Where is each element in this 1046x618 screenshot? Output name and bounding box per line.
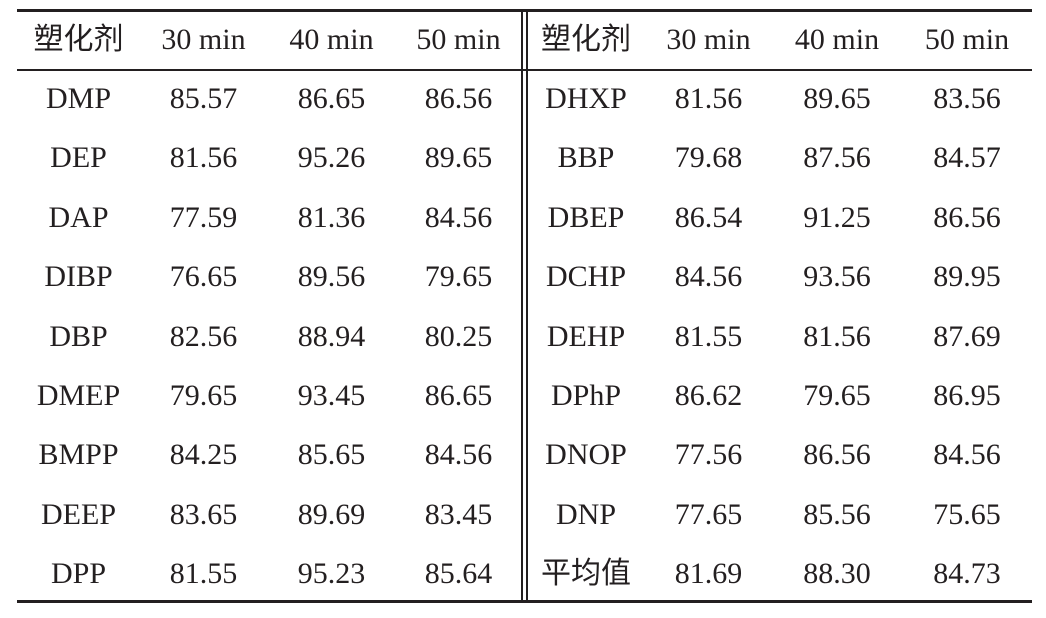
table-cell: 81.36: [297, 200, 366, 234]
divider-line: [521, 11, 523, 601]
table-cell: 83.56: [933, 82, 1001, 115]
table-cell: 83.45: [424, 497, 493, 531]
top-rule: [17, 9, 1032, 12]
row-label: DPP: [50, 557, 107, 591]
table-cell: 84.56: [933, 438, 1001, 472]
table-cell: 89.56: [297, 260, 366, 294]
row-label: BBP: [557, 141, 615, 175]
header-cell: 50 min: [924, 23, 1010, 56]
table-cell: 91.25: [803, 200, 871, 234]
header-cell: 50 min: [416, 23, 501, 56]
header-cell: 塑化剂: [541, 23, 631, 56]
table-cell: 85.64: [424, 557, 493, 591]
table-cell: 95.26: [297, 141, 366, 175]
table-cell: 86.56: [803, 438, 871, 472]
divider-line: [526, 11, 528, 601]
table-cell: 77.59: [169, 200, 238, 234]
row-label: DEEP: [41, 497, 116, 531]
row-label: DNOP: [545, 438, 627, 472]
table-cell: 76.65: [169, 260, 238, 294]
table-cell: 86.56: [933, 200, 1001, 234]
row-label: DIBP: [44, 260, 113, 294]
table-cell: 84.56: [674, 260, 743, 294]
row-label: DPhP: [550, 379, 622, 412]
header-cell: 30 min: [666, 23, 751, 56]
table-cell: 81.69: [674, 557, 743, 591]
table-cell: 89.69: [297, 497, 366, 531]
row-label: DNP: [555, 497, 616, 531]
table-cell: 80.25: [424, 319, 493, 353]
table-cell: 81.56: [803, 319, 871, 353]
table-cell: 84.56: [424, 200, 493, 234]
row-label: BMPP: [38, 438, 119, 472]
table-cell: 87.56: [803, 141, 871, 175]
header-cell: 40 min: [794, 23, 880, 56]
table-cell: 87.69: [933, 319, 1001, 353]
table-cell: 86.62: [674, 379, 743, 412]
table-cell: 86.65: [424, 379, 493, 412]
table-cell: 86.95: [933, 379, 1001, 412]
table-cell: 79.65: [803, 379, 871, 412]
table-cell: 86.56: [424, 82, 493, 115]
header-cell: 30 min: [161, 23, 246, 56]
header-cell: 40 min: [289, 23, 374, 56]
table-cell: 84.25: [169, 438, 238, 472]
table-cell: 88.94: [297, 319, 366, 353]
table-cell: 81.55: [674, 319, 743, 353]
table-cell: 95.23: [297, 557, 366, 591]
table-cell: 75.65: [933, 497, 1001, 531]
row-label: DMEP: [36, 379, 121, 412]
table-cell: 93.45: [297, 379, 366, 412]
table-cell: 84.73: [933, 557, 1001, 591]
table-cell: 77.65: [674, 497, 743, 531]
table-cell: 89.65: [424, 141, 493, 175]
table-cell: 79.65: [169, 379, 238, 412]
table-cell: 77.56: [674, 438, 743, 472]
row-label: DBEP: [547, 200, 625, 234]
table-cell: 84.56: [424, 438, 493, 472]
row-label: DBP: [49, 319, 108, 353]
header-rule: [17, 69, 1032, 71]
table-cell: 85.57: [169, 82, 238, 115]
table-cell: 81.56: [169, 141, 238, 175]
table-cell: 84.57: [933, 141, 1001, 175]
table-cell: 82.56: [169, 319, 238, 353]
row-label: DEP: [50, 141, 107, 175]
table-cell: 83.65: [169, 497, 238, 531]
header-cell: 塑化剂: [33, 23, 124, 56]
row-label: DEHP: [546, 319, 626, 353]
table-cell: 85.65: [297, 438, 366, 472]
row-label: DCHP: [545, 260, 627, 294]
table-cell: 86.54: [674, 200, 743, 234]
table-cell: 86.65: [297, 82, 366, 115]
table-cell: 79.68: [674, 141, 743, 175]
table-cell: 89.65: [803, 82, 871, 115]
table-cell: 85.56: [803, 497, 871, 531]
row-label: DHXP: [545, 82, 627, 115]
row-label: DMP: [45, 82, 112, 115]
row-label: 平均值: [541, 557, 631, 591]
table-cell: 93.56: [803, 260, 871, 294]
table-cell: 81.55: [169, 557, 238, 591]
table-cell: 89.95: [933, 260, 1001, 294]
table-cell: 79.65: [424, 260, 493, 294]
row-label: DAP: [48, 200, 109, 234]
table-cell: 81.56: [674, 82, 743, 115]
table-cell: 88.30: [803, 557, 871, 591]
bottom-rule: [17, 600, 1032, 603]
